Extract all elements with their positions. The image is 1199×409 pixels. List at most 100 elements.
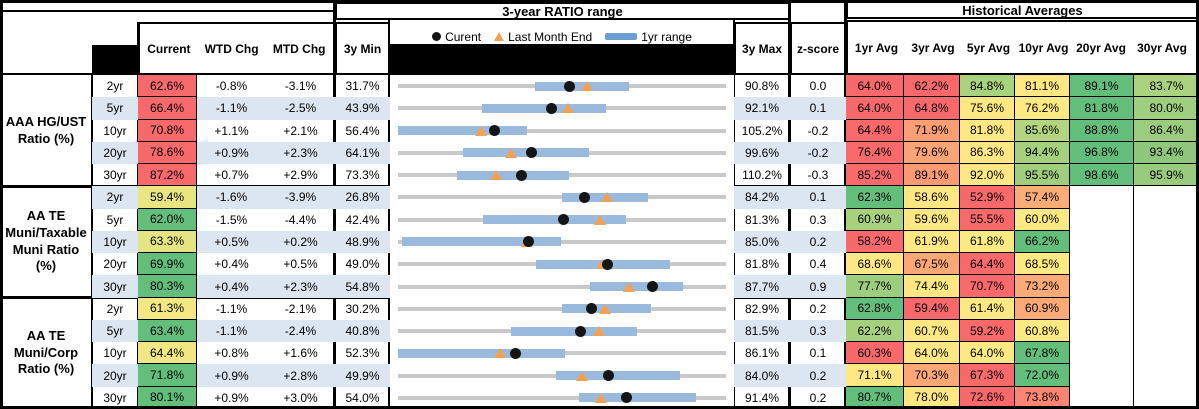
last-month-end-triangle: [594, 392, 607, 403]
grid-vline-chart-left: [388, 20, 390, 409]
data-row-aa-te-muni-taxable-10yr: 10yr 63.3% +0.5% +0.2% 48.9% 85.0% 0.2 58.2% 61.…: [92, 230, 1199, 254]
range-track: [398, 284, 726, 289]
tenor-cell: 5yr: [106, 212, 124, 227]
current-dot: [646, 281, 658, 293]
tenor-cell: 10yr: [92, 230, 138, 254]
avg-cell-1yr: 64.4%: [846, 119, 903, 142]
avg-cell-10yr: 94.4%: [1014, 141, 1069, 165]
z-score-cell: 0.1: [790, 186, 846, 209]
range-track: [398, 395, 726, 400]
3y-min-cell: 64.1%: [335, 141, 390, 165]
avg-cell-20yr: [1069, 386, 1133, 409]
avg-30yr-header: 30yr Avg: [1137, 40, 1187, 55]
z-score-cell: 0.0: [809, 79, 827, 94]
historical-averages-title: Historical Averages: [846, 1, 1199, 19]
last-month-end-triangle: [593, 326, 606, 337]
current-dot: [509, 347, 521, 359]
avg-cell-10yr: 76.2%: [1014, 97, 1069, 120]
chart-legend: Curent Last Month End 1yr range: [390, 28, 734, 45]
mtd-chg-column-header: MTD Chg: [272, 41, 326, 56]
current-dot: [557, 214, 569, 226]
avg-5yr-header: 5yr Avg: [966, 40, 1011, 55]
range-plot: [390, 319, 734, 343]
3y-max-cell: 81.8%: [744, 257, 780, 272]
3y-max-column-header: 3y Max: [734, 22, 790, 75]
wtd-chg-cell: +0.4%: [197, 275, 266, 298]
current-dot: [526, 147, 538, 159]
last-month-end-triangle: [623, 281, 636, 292]
current-cell: 71.8%: [138, 364, 197, 387]
range-plot: [390, 386, 734, 409]
mtd-chg-cell: +2.3%: [266, 275, 335, 298]
3y-min-cell: 49.9%: [335, 364, 390, 387]
avg-cell-3yr: 61.9%: [903, 230, 959, 254]
wtd-chg-cell: +0.5%: [197, 230, 266, 254]
3y-min-cell: 42.4%: [345, 212, 380, 227]
avg-cell-5yr: 61.4%: [959, 297, 1014, 320]
one-year-range-bar: [578, 393, 697, 403]
avg-cell-5yr: 67.3%: [959, 364, 1014, 387]
wtd-chg-cell: -1.6%: [197, 186, 266, 209]
avg-cell-5yr: 59.2%: [959, 319, 1014, 343]
avg-cell-5yr: 72.6%: [959, 386, 1014, 409]
current-dot: [601, 258, 613, 270]
tenor-cell: 10yr: [103, 123, 127, 138]
3y-max-cell: 105.2%: [741, 123, 783, 138]
avg-cell-10yr: 67.8%: [1014, 342, 1069, 365]
avg-cell-20yr: [1069, 319, 1133, 343]
avg-cell-1yr: 76.4%: [846, 141, 903, 165]
current-dot: [578, 191, 590, 203]
avg-cell-5yr: 86.3%: [959, 141, 1014, 165]
avg-cell-1yr: 64.0%: [846, 97, 903, 120]
mtd-chg-cell: +3.0%: [283, 390, 318, 405]
avg-cell-20yr: [1069, 342, 1133, 365]
3y-max-cell: 86.1%: [744, 346, 780, 361]
current-dot: [563, 80, 575, 92]
data-row-aa-te-muni-taxable-5yr: 5yr 62.0% -1.5% -4.4% 42.4% 81.3% 0.3 60.9% 59.6…: [92, 208, 1199, 231]
avg-cell-5yr: 64.0%: [959, 342, 1014, 365]
avg-cell-10yr: 60.8%: [1014, 319, 1069, 343]
wtd-chg-cell: -1.1%: [197, 97, 266, 120]
avg-cell-20yr: 98.6%: [1069, 164, 1133, 187]
one-year-range-bar: [483, 215, 627, 225]
z-score-cell: -0.2: [807, 123, 829, 138]
z-score-cell: 0.3: [809, 212, 827, 227]
avg-cell-5yr: 70.7%: [959, 275, 1014, 298]
3y-min-cell: 31.7%: [345, 79, 380, 94]
wtd-chg-column-header: WTD Chg: [204, 41, 259, 56]
last-month-end-triangle: [594, 214, 607, 225]
data-row-aaa-hg-ust-30yr: 30yr 87.2% +0.7% +2.9% 73.3% 110.2% -0.3 85.2% 8…: [92, 164, 1199, 187]
3y-max-cell: 91.4%: [744, 390, 780, 405]
wtd-chg-cell: +1.1%: [214, 123, 249, 138]
avg-cell-20yr: [1069, 230, 1133, 254]
z-score-cell: 0.2: [809, 301, 827, 316]
3y-max-cell: 92.1%: [734, 97, 790, 120]
avg-cell-20yr: [1069, 186, 1133, 209]
chart-header-black-bar: [390, 44, 734, 75]
avg-cell-20yr: [1069, 297, 1133, 320]
avg-cell-1yr: 62.2%: [846, 319, 903, 343]
data-row-aaa-hg-ust-10yr: 10yr 70.8% +1.1% +2.1% 56.4% 105.2% -0.2 64.4% 7…: [92, 119, 1199, 142]
tenor-cell: 2yr: [106, 301, 124, 316]
last-month-end-triangle: [600, 192, 613, 203]
legend-current: Curent: [432, 30, 481, 44]
legend-range-label: 1yr range: [641, 29, 692, 44]
range-plot: [390, 297, 734, 320]
avg-cell-10yr: 73.2%: [1014, 275, 1069, 298]
range-track: [398, 128, 726, 133]
z-score-column-header: z-score: [790, 22, 846, 75]
range-plot: [390, 164, 734, 187]
wtd-chg-cell: -1.1%: [197, 319, 266, 343]
grid-vline-chart-right: [733, 20, 735, 409]
avg-cell-20yr: 81.8%: [1069, 97, 1133, 120]
mtd-chg-cell: +2.8%: [266, 364, 335, 387]
z-score-cell: -0.3: [807, 168, 829, 183]
tenor-cell: 5yr: [92, 97, 138, 120]
current-dot: [621, 392, 633, 404]
avg-cell-10yr: 73.8%: [1014, 386, 1069, 409]
avg-cell-10yr: 60.0%: [1014, 208, 1069, 231]
last-month-end-triangle: [598, 303, 611, 314]
range-plot: [390, 75, 734, 98]
3y-max-cell: 87.7%: [734, 275, 790, 298]
wtd-chg-cell: +0.9%: [214, 390, 249, 405]
